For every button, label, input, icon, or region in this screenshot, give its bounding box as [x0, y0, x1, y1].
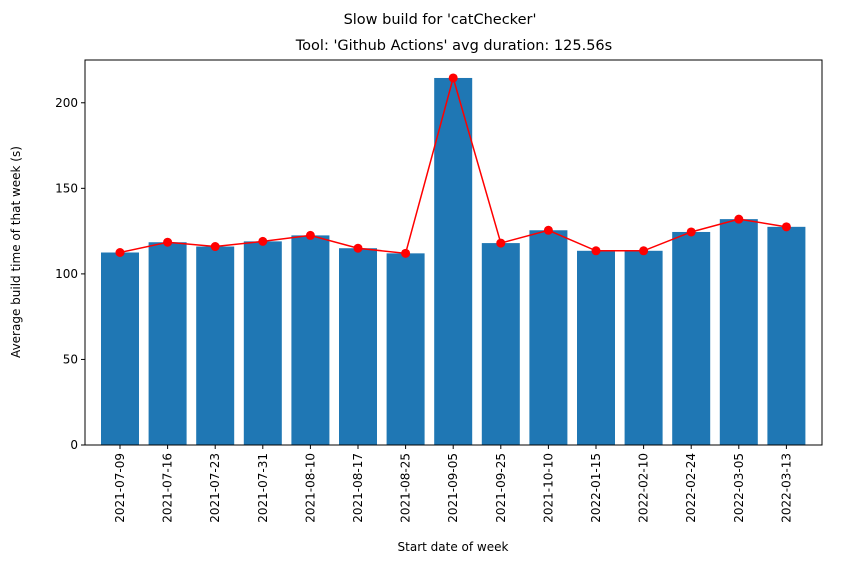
line-point-2021-09-05 [448, 73, 458, 83]
bar-2021-07-16 [148, 242, 187, 445]
line-point-2022-03-05 [734, 214, 744, 224]
x-axis-label: Start date of week [398, 540, 509, 554]
x-tick-label: 2021-08-17 [351, 453, 365, 523]
x-tick-label: 2021-07-31 [256, 453, 270, 523]
bar-2022-01-15 [577, 250, 615, 445]
bar-2022-02-24 [672, 231, 711, 445]
x-tick-label: 2021-09-05 [446, 453, 460, 523]
line-point-2021-07-23 [210, 242, 220, 252]
line-point-2021-08-17 [353, 243, 363, 253]
bar-2021-10-10 [529, 230, 568, 445]
y-axis-label: Average build time of that week (s) [9, 146, 23, 358]
bar-2021-08-10 [291, 235, 330, 445]
bar-2022-03-13 [767, 226, 806, 445]
line-point-2022-03-13 [781, 222, 791, 232]
x-tick-label: 2021-07-09 [113, 453, 127, 523]
bars-group [101, 77, 806, 445]
bar-2021-07-31 [243, 241, 282, 445]
x-tick-label: 2021-10-10 [541, 453, 555, 523]
x-tick-label: 2022-02-24 [684, 453, 698, 523]
line-point-2022-01-15 [591, 246, 601, 256]
bar-2022-02-10 [624, 250, 663, 445]
bar-2021-07-09 [101, 252, 139, 445]
line-point-2021-09-25 [496, 238, 506, 248]
line-point-2021-07-31 [258, 236, 268, 246]
chart-title: Tool: 'Github Actions' avg duration: 125… [295, 38, 612, 54]
line-point-2021-07-09 [115, 248, 125, 257]
bar-2021-09-05 [434, 77, 473, 445]
x-tick-label: 2021-08-10 [303, 453, 317, 523]
y-axis: 0 50 100 150 200 [55, 96, 85, 452]
y-tick-label: 50 [63, 352, 78, 366]
line-point-2021-08-10 [305, 230, 315, 240]
y-tick-label: 100 [55, 267, 78, 281]
x-tick-label: 2021-07-16 [161, 453, 175, 523]
bar-2021-08-25 [386, 253, 425, 445]
x-tick-label: 2021-08-25 [399, 453, 413, 523]
x-tick-label: 2021-07-23 [208, 453, 222, 523]
x-tick-label: 2022-01-15 [589, 453, 603, 523]
line-point-2022-02-10 [639, 246, 649, 256]
y-tick-label: 200 [55, 96, 78, 110]
line-group [115, 73, 791, 258]
bar-2021-07-23 [196, 246, 235, 445]
plot-frame [84, 59, 823, 446]
bar-2021-09-25 [481, 243, 520, 445]
x-axis: 2021-07-09 2021-07-16 2021-07-23 2021-07-31… [113, 445, 793, 523]
line-point-2021-10-10 [543, 225, 553, 235]
x-tick-label: 2021-09-25 [494, 453, 508, 523]
line-point-2022-02-24 [686, 227, 696, 237]
x-tick-label: 2022-02-10 [637, 453, 651, 523]
bar-2022-03-05 [719, 219, 758, 445]
chart-suptitle: Slow build for 'catChecker' [344, 12, 537, 28]
y-tick-label: 150 [55, 181, 78, 195]
bar-2021-08-17 [339, 248, 377, 445]
x-tick-label: 2022-03-05 [732, 453, 746, 523]
line-point-2021-08-25 [401, 248, 411, 258]
x-tick-label: 2022-03-13 [779, 453, 793, 523]
y-tick-label: 0 [70, 438, 78, 452]
line-point-2021-07-16 [163, 237, 173, 247]
